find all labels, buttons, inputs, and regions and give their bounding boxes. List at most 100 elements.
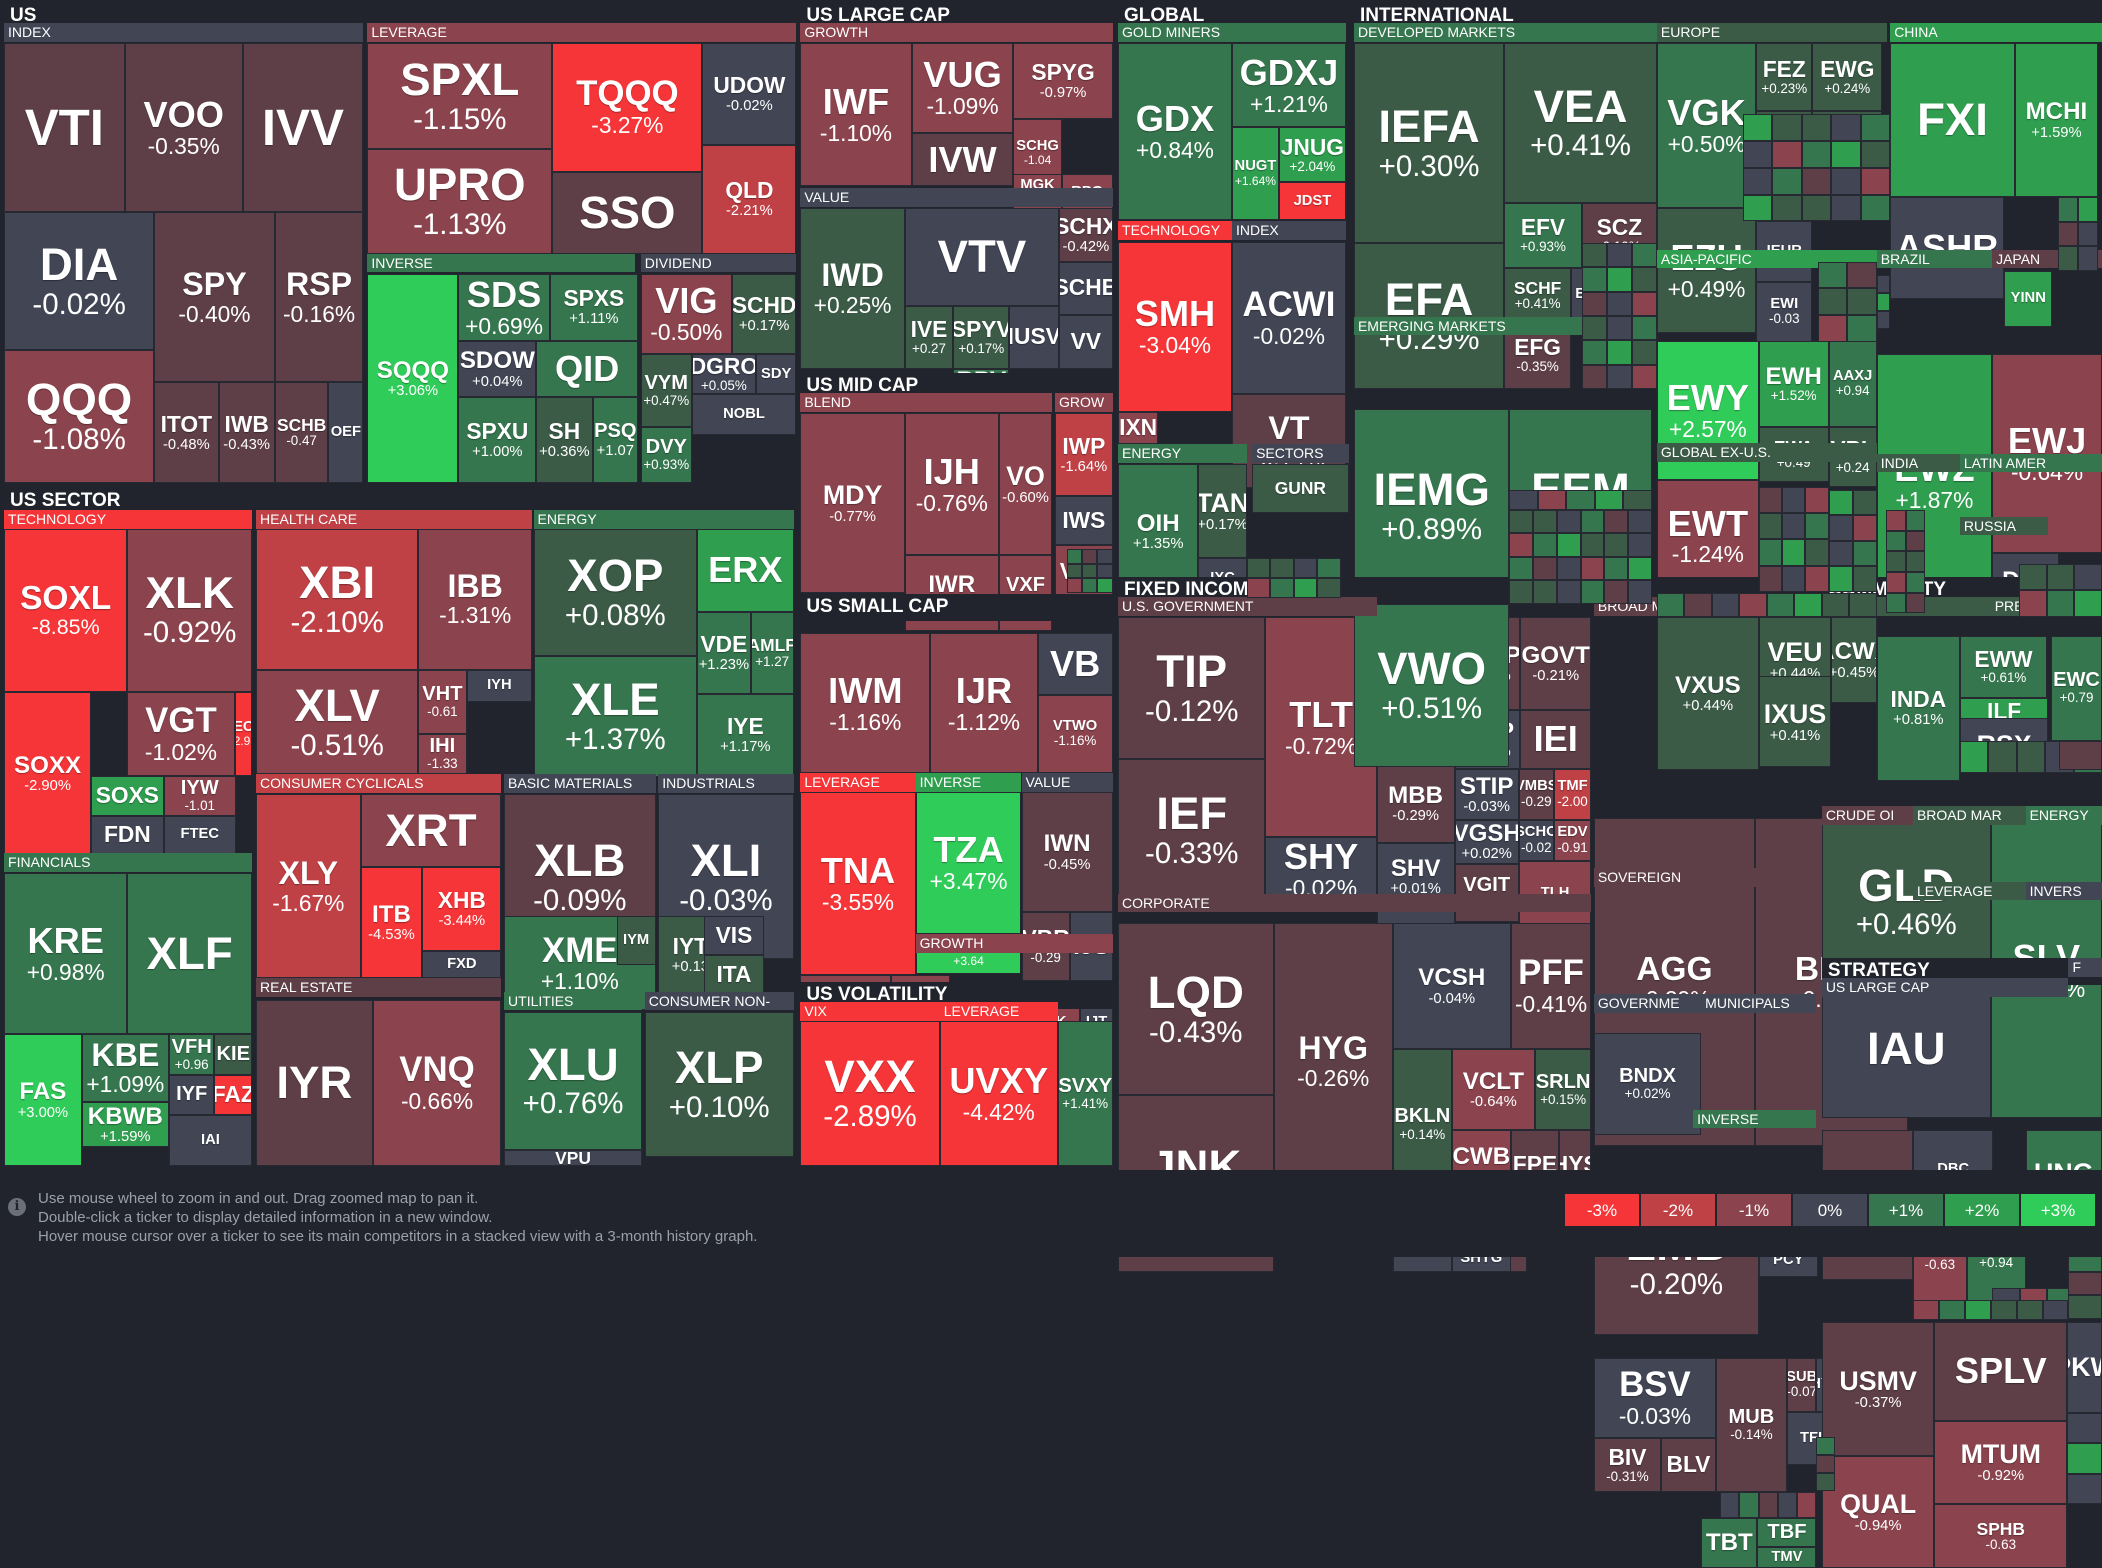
minor-ticker-tile[interactable] — [1581, 510, 1605, 533]
ticker-tile-edv[interactable]: EDV-0.91 — [1554, 820, 1592, 862]
ticker-tile-sh[interactable]: SH+0.36% — [536, 397, 592, 483]
minor-ticker-tile[interactable] — [1628, 533, 1652, 556]
ticker-tile-srln[interactable]: SRLN+0.15% — [1535, 1049, 1591, 1130]
minor-ticker-tile[interactable] — [1607, 267, 1632, 291]
ticker-tile-pkw[interactable]: PKW — [2067, 1322, 2102, 1413]
minor-ticker-tile[interactable] — [1581, 557, 1605, 580]
ticker-tile-jdst[interactable]: JDST — [1279, 182, 1346, 220]
minor-ticker-tile[interactable] — [1794, 593, 1821, 617]
minor-ticker-tile[interactable] — [1877, 293, 1890, 311]
minor-ticker-tile[interactable] — [1270, 558, 1293, 578]
minor-ticker-tile[interactable] — [1557, 580, 1581, 603]
minor-ticker-tile[interactable] — [1778, 1492, 1797, 1517]
ticker-tile-xlp[interactable]: XLP+0.10% — [645, 1012, 794, 1157]
minor-ticker-tile[interactable] — [2067, 1413, 2102, 1443]
ticker-tile-ibb[interactable]: IBB-1.31% — [418, 529, 532, 670]
minor-ticker-tile[interactable] — [1632, 316, 1657, 340]
ticker-tile-ief[interactable]: IEF-0.33% — [1118, 759, 1265, 901]
ticker-tile-iym[interactable]: IYM — [617, 916, 656, 964]
ticker-tile-fdn[interactable]: FDN — [91, 816, 163, 855]
ticker-tile-vwo[interactable]: VWO+0.51% — [1354, 604, 1510, 768]
ticker-tile-spy[interactable]: SPY-0.40% — [154, 212, 275, 382]
ticker-tile-udow[interactable]: UDOW-0.02% — [702, 43, 796, 145]
minor-ticker-tile[interactable] — [1712, 593, 1739, 617]
ticker-tile-schb[interactable]: SCHB — [1059, 262, 1113, 316]
ticker-tile-iwp[interactable]: IWP-1.64% — [1055, 413, 1113, 496]
ticker-tile-tbt[interactable]: TBT — [1701, 1518, 1757, 1568]
ticker-tile-iwb[interactable]: IWB-0.43% — [219, 382, 275, 483]
minor-ticker-tile[interactable] — [1739, 1492, 1758, 1517]
ticker-tile-schf[interactable]: SCHF+0.41% — [1504, 268, 1571, 322]
ticker-tile-kre[interactable]: KRE+0.98% — [4, 873, 127, 1034]
minor-ticker-tile[interactable] — [1759, 1492, 1778, 1517]
minor-ticker-tile[interactable] — [1829, 515, 1853, 540]
minor-ticker-tile[interactable] — [1782, 513, 1805, 539]
minor-ticker-tile[interactable] — [1960, 741, 1988, 773]
minor-ticker-tile[interactable] — [1782, 539, 1805, 565]
ticker-tile-mtum[interactable]: MTUM-0.92% — [1934, 1421, 2067, 1504]
ticker-tile-vti[interactable]: VTI — [4, 43, 125, 212]
minor-ticker-tile[interactable] — [1538, 490, 1566, 510]
minor-ticker-tile[interactable] — [1853, 515, 1877, 540]
ticker-tile-kbwb[interactable]: KBWB+1.59% — [82, 1102, 169, 1148]
ticker-tile-ewh[interactable]: EWH+1.52% — [1759, 341, 1829, 427]
minor-ticker-tile[interactable] — [1607, 292, 1632, 316]
ticker-tile-vcsh[interactable]: VCSH-0.04% — [1393, 923, 1511, 1049]
minor-ticker-tile[interactable] — [1657, 593, 1684, 617]
minor-ticker-tile[interactable] — [1759, 487, 1782, 513]
ticker-tile-qqq[interactable]: QQQ-1.08% — [4, 350, 154, 483]
ticker-tile-mdy[interactable]: MDY-0.77% — [800, 413, 905, 593]
minor-ticker-tile[interactable] — [1582, 267, 1607, 291]
ticker-tile-acwi[interactable]: ACWI-0.02% — [1232, 242, 1346, 395]
ticker-tile-vis[interactable]: VIS — [704, 916, 764, 955]
ticker-tile-ewc[interactable]: EWC+0.79 — [2051, 636, 2102, 741]
ticker-tile-sso[interactable]: SSO — [552, 172, 702, 254]
ticker-tile-vb[interactable]: VB — [1038, 633, 1113, 695]
minor-ticker-tile[interactable] — [2019, 590, 2047, 617]
minor-ticker-tile[interactable] — [1604, 533, 1628, 556]
minor-ticker-tile[interactable] — [1886, 510, 1905, 531]
ticker-tile-ewt[interactable]: EWT-1.24% — [1657, 480, 1759, 591]
ticker-tile-erx[interactable]: ERX — [697, 529, 794, 612]
ticker-tile-ive[interactable]: IVE+0.27 — [905, 306, 953, 369]
minor-ticker-tile[interactable] — [1802, 114, 1831, 141]
ticker-tile-ivw[interactable]: IVW — [912, 133, 1014, 187]
ticker-tile-sub[interactable]: SUB-0.07 — [1787, 1358, 1816, 1412]
ticker-tile-upro[interactable]: UPRO-1.13% — [367, 149, 552, 254]
ticker-tile-vpu[interactable]: VPU — [504, 1150, 642, 1166]
ticker-tile-ftec[interactable]: FTEC — [164, 816, 236, 855]
ticker-tile-xop[interactable]: XOP+0.08% — [534, 529, 698, 656]
minor-ticker-tile[interactable] — [1831, 141, 1860, 168]
minor-ticker-tile[interactable] — [1853, 490, 1877, 515]
minor-ticker-tile[interactable] — [1847, 288, 1876, 315]
minor-ticker-tile[interactable] — [2068, 1295, 2102, 1318]
ticker-tile-uvxy[interactable]: UVXY-4.42% — [940, 1021, 1058, 1166]
minor-ticker-tile[interactable] — [1604, 557, 1628, 580]
ticker-tile-ita[interactable]: ITA — [704, 955, 764, 994]
ticker-tile-iau[interactable]: IAU — [1822, 981, 1991, 1118]
minor-ticker-tile[interactable] — [1623, 490, 1651, 510]
minor-ticker-tile[interactable] — [1632, 340, 1657, 364]
minor-ticker-tile[interactable] — [1802, 168, 1831, 195]
minor-ticker-tile[interactable] — [2017, 1300, 2043, 1320]
minor-ticker-tile[interactable] — [2074, 564, 2102, 591]
ticker-tile-vtv[interactable]: VTV — [905, 208, 1059, 306]
minor-ticker-tile[interactable] — [1831, 168, 1860, 195]
ticker-tile-xhb[interactable]: XHB-3.44% — [422, 867, 501, 952]
minor-ticker-tile[interactable] — [1533, 580, 1557, 603]
minor-ticker-tile[interactable] — [1632, 243, 1657, 267]
ticker-tile-tmv[interactable]: TMV — [1757, 1547, 1816, 1568]
ticker-tile-shy[interactable]: SHY-0.02% — [1265, 837, 1376, 901]
ticker-tile-svxy[interactable]: SVXY+1.41% — [1058, 1021, 1113, 1166]
ticker-tile-vnq[interactable]: VNQ-0.66% — [373, 1000, 502, 1166]
ticker-tile-vclt[interactable]: VCLT-0.64% — [1452, 1049, 1535, 1130]
ticker-tile-xrt[interactable]: XRT — [361, 794, 502, 866]
ticker-tile-xbi[interactable]: XBI-2.10% — [256, 529, 418, 670]
ticker-tile-scho[interactable]: SCHO-0.02 — [1519, 820, 1554, 862]
ticker-tile-fas[interactable]: FAS+3.00% — [4, 1034, 82, 1165]
ticker-tile-dgro[interactable]: DGRO+0.05% — [692, 354, 756, 394]
ticker-tile-mub[interactable]: MUB-0.14% — [1716, 1358, 1787, 1492]
ticker-tile-vv[interactable]: VV — [1059, 315, 1113, 369]
minor-ticker-tile[interactable] — [1595, 490, 1623, 510]
minor-ticker-tile[interactable] — [1743, 168, 1772, 195]
